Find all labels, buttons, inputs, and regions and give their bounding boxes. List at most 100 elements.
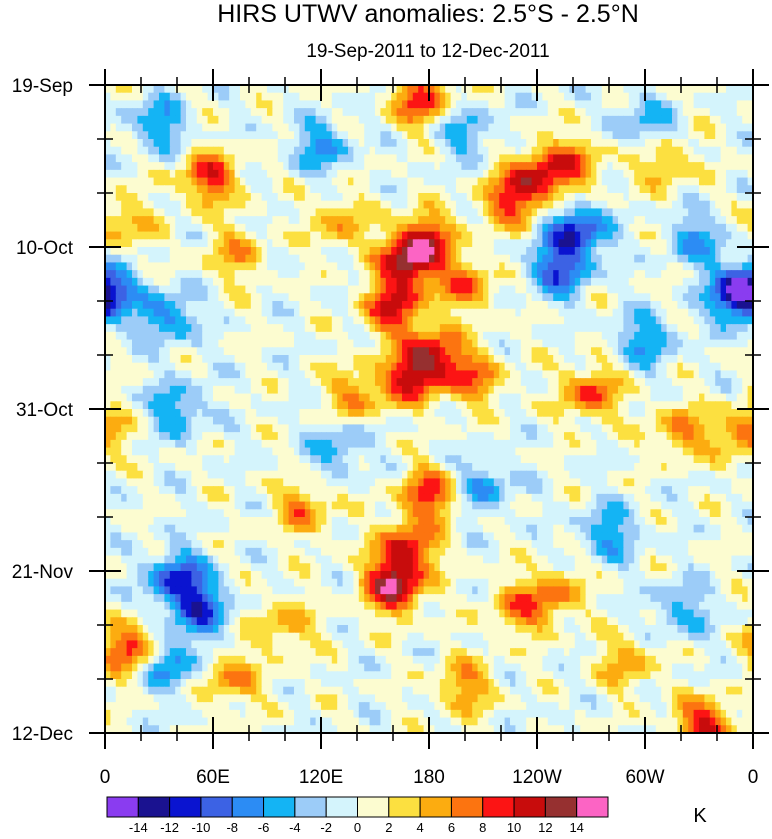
heatmap-cell (569, 262, 576, 271)
heatmap-cell (472, 262, 479, 271)
heatmap-cell (207, 301, 214, 310)
heatmap-cell (688, 378, 695, 387)
heatmap-cell (213, 324, 219, 333)
heatmap-cell (666, 115, 673, 125)
heatmap-cell (321, 154, 327, 163)
heatmap-cell (169, 378, 176, 387)
heatmap-cell (537, 254, 543, 264)
heatmap-cell (564, 362, 570, 372)
heatmap-cell (207, 277, 214, 287)
heatmap-cell (261, 239, 268, 248)
heatmap-cell (510, 393, 516, 402)
heatmap-cell (159, 169, 165, 179)
heatmap-cell (585, 177, 592, 186)
heatmap-cell (369, 208, 376, 217)
heatmap-cell (175, 123, 182, 132)
heatmap-cell (682, 316, 689, 325)
heatmap-cell (693, 177, 700, 186)
heatmap-cell (493, 100, 500, 109)
heatmap-cell (618, 162, 624, 171)
heatmap-cell (137, 347, 144, 356)
heatmap-cell (510, 123, 516, 132)
heatmap-cell (510, 185, 516, 194)
heatmap-cell (337, 131, 344, 140)
heatmap-cell (380, 308, 387, 318)
heatmap-cell (369, 308, 376, 318)
heatmap-cell (175, 85, 182, 94)
heatmap-cell (412, 115, 419, 125)
heatmap-cell (180, 123, 187, 132)
heatmap-cell (493, 308, 500, 318)
heatmap-cell (267, 169, 273, 179)
heatmap-cell (639, 223, 646, 233)
heatmap-cell (628, 331, 635, 341)
heatmap-cell (337, 177, 344, 186)
heatmap-cell (364, 162, 371, 171)
heatmap-cell (391, 193, 398, 202)
heatmap-cell (137, 301, 144, 310)
heatmap-cell (520, 239, 527, 248)
heatmap-cell (661, 239, 668, 248)
heatmap-cell (580, 301, 587, 310)
heatmap-cell (639, 131, 646, 140)
heatmap-cell (202, 115, 209, 125)
heatmap-cell (510, 385, 516, 395)
heatmap-cell (466, 339, 473, 348)
heatmap-cell (720, 355, 727, 364)
heatmap-cell (736, 277, 743, 287)
heatmap-cell (245, 324, 252, 333)
heatmap-cell (385, 169, 392, 179)
heatmap-cell (726, 131, 732, 140)
heatmap-cell (137, 339, 144, 348)
heatmap-cell (456, 331, 462, 341)
heatmap-cell (110, 308, 117, 318)
heatmap-cell (191, 339, 198, 348)
heatmap-cell (461, 223, 468, 233)
heatmap-cell (591, 223, 597, 233)
heatmap-cell (650, 247, 657, 256)
heatmap-cell (607, 285, 614, 294)
heatmap-cell (245, 347, 252, 356)
heatmap-cell (310, 131, 317, 140)
heatmap-cell (202, 347, 209, 356)
heatmap-cell (650, 254, 657, 264)
heatmap-cell (601, 324, 608, 333)
heatmap-cell (288, 154, 295, 163)
heatmap-cell (526, 301, 533, 310)
heatmap-cell (396, 331, 403, 341)
heatmap-cell (612, 247, 619, 256)
heatmap-cell (412, 92, 419, 102)
heatmap-cell (461, 247, 468, 256)
heatmap-cell (704, 270, 711, 279)
heatmap-cell (493, 331, 500, 341)
heatmap-cell (353, 262, 360, 271)
heatmap-cell (164, 339, 171, 348)
heatmap-cell (504, 208, 511, 217)
heatmap-cell (655, 146, 662, 156)
heatmap-cell (547, 316, 554, 325)
heatmap-cell (558, 139, 565, 148)
heatmap-cell (499, 301, 506, 310)
heatmap-cell (704, 154, 711, 163)
heatmap-cell (396, 193, 403, 202)
heatmap-cell (682, 355, 689, 364)
heatmap-cell (477, 385, 484, 395)
heatmap-cell (483, 301, 489, 310)
heatmap-cell (294, 169, 300, 179)
heatmap-cell (202, 247, 209, 256)
heatmap-cell (180, 347, 187, 356)
heatmap-cell (261, 139, 268, 148)
heatmap-cell (369, 370, 376, 379)
heatmap-cell (623, 378, 630, 387)
heatmap-cell (450, 285, 457, 294)
heatmap-cell (115, 316, 122, 325)
heatmap-cell (618, 239, 624, 248)
heatmap-cell (574, 378, 581, 387)
heatmap-cell (218, 208, 225, 217)
heatmap-cell (742, 347, 749, 356)
heatmap-cell (628, 270, 635, 279)
heatmap-cell (682, 301, 689, 310)
heatmap-cell (693, 347, 700, 356)
heatmap-cell (434, 393, 441, 402)
heatmap-cell (321, 254, 327, 264)
